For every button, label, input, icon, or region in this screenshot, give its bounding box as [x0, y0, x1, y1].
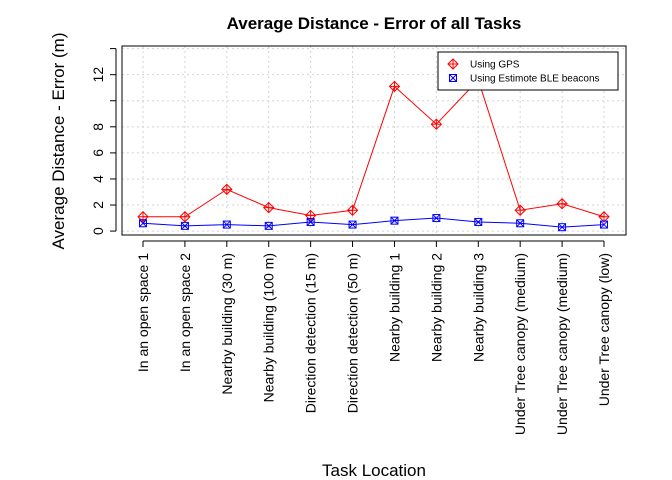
y-axis-title: Average Distance - Error (m): [49, 33, 68, 250]
y-axis: 0 2 4 6 8 12: [90, 48, 117, 235]
x-tick-label: Under Tree canopy (medium): [554, 253, 570, 435]
ble-point: [516, 219, 525, 228]
y-tick-label: 6: [90, 149, 106, 157]
legend: Using GPS Using Estimote BLE beacons: [437, 51, 619, 91]
y-tick-label: 0: [90, 227, 106, 235]
marker-x-b: [348, 220, 357, 229]
marker-square: [432, 214, 441, 223]
marker-square: [180, 221, 189, 230]
x-axis-title: Task Location: [322, 461, 426, 480]
series-line-ble: [142, 217, 605, 228]
marker-square: [449, 74, 457, 82]
gps-point: [556, 198, 568, 210]
legend-marker-ble: [449, 74, 457, 82]
gps-point: [430, 118, 443, 130]
y-tick-label: 8: [90, 123, 106, 131]
marker-x-b: [390, 216, 399, 225]
gps-point: [388, 80, 401, 93]
ble-point: [432, 214, 441, 223]
y-tick-label: 4: [90, 175, 106, 183]
x-tick-label: In an open space 1: [135, 253, 151, 372]
ble-point: [139, 219, 147, 228]
y-tick-label: 2: [90, 201, 106, 209]
marker-x-b: [474, 218, 483, 226]
x-axis: In an open space 1 In an open space 2 Near…: [135, 240, 612, 435]
x-tick-label: Nearby building (30 m): [219, 253, 235, 395]
marker-square: [558, 223, 567, 232]
marker-x-b: [181, 222, 189, 230]
marker-square: [139, 219, 147, 228]
gps-point: [514, 204, 526, 216]
series-line-gps: [143, 78, 605, 218]
x-tick-label: Direction detection (15 m): [303, 253, 319, 413]
marker-square: [222, 220, 231, 229]
marker-x-b: [222, 220, 231, 229]
x-tick-label: Nearby building (100 m): [261, 253, 277, 402]
x-tick-label: Nearby building 1: [386, 253, 402, 362]
x-tick-label: Under Tree canopy (medium): [512, 253, 528, 435]
gps-point: [598, 211, 610, 223]
x-tick-label: Nearby building 2: [428, 253, 444, 362]
marker-x-b: [558, 223, 566, 232]
marker-square: [348, 220, 357, 229]
plot-frame: [121, 45, 627, 236]
marker-x-b: [432, 214, 441, 222]
x-tick-label: In an open space 2: [177, 253, 193, 372]
marker-x-b: [600, 220, 608, 229]
marker-x-b: [306, 218, 315, 226]
marker-x-b: [449, 74, 457, 82]
x-tick-label: Under Tree canopy (low): [596, 253, 612, 406]
legend-label: Using GPS: [470, 60, 520, 71]
chart-title: Average Distance - Error of all Tasks: [227, 14, 522, 33]
ble-point: [600, 220, 608, 229]
ble-point: [558, 223, 567, 232]
marker-x-b: [516, 219, 525, 228]
gps-point: [346, 204, 359, 216]
marker-square: [264, 221, 273, 230]
gps-point: [221, 183, 233, 196]
ble-point: [222, 220, 231, 229]
x-tick-label: Nearby building 3: [470, 253, 486, 362]
marker-square: [516, 219, 525, 228]
marker-x-b: [264, 222, 273, 230]
marker-square: [474, 217, 483, 226]
ble-point: [474, 217, 483, 226]
ble-point: [264, 221, 273, 230]
marker-square: [306, 217, 315, 226]
legend-box: [437, 51, 619, 91]
legend-label: Using Estimote BLE beacons: [470, 74, 600, 85]
marker-x-b: [139, 219, 147, 228]
x-tick-label: Direction detection (50 m): [345, 253, 361, 413]
marker-square: [390, 216, 399, 225]
ble-point: [306, 217, 315, 226]
ble-point: [180, 221, 189, 230]
y-tick-label: 12: [90, 67, 106, 83]
ble-point: [348, 220, 357, 229]
marker-square: [600, 220, 608, 229]
ble-point: [390, 216, 399, 225]
gps-point: [179, 211, 191, 223]
gps-point: [263, 201, 275, 214]
legend-marker-gps: [447, 58, 459, 70]
